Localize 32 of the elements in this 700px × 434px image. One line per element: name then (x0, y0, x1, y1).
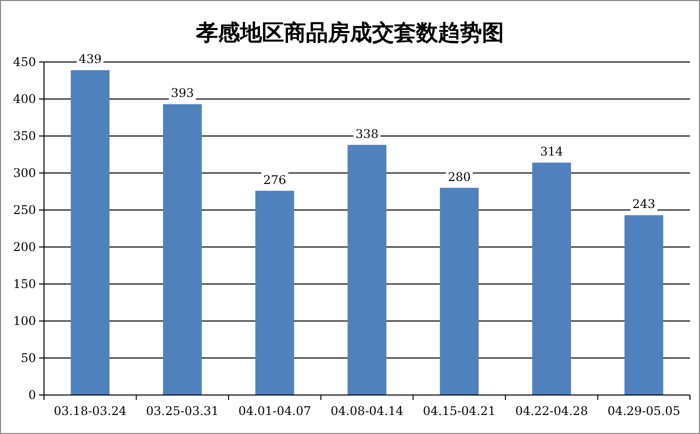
y-tick-label: 200 (13, 240, 36, 254)
x-tick-label: 03.18-03.24 (54, 404, 127, 418)
bar (440, 188, 479, 395)
data-label: 439 (78, 52, 102, 66)
bar (348, 144, 386, 395)
chart-title: 孝感地区商品房成交套数趋势图 (195, 20, 504, 46)
x-tick-label: 04.01-04.07 (238, 404, 312, 418)
data-label: 276 (263, 172, 286, 187)
x-tick-label: 04.08-04.14 (330, 404, 404, 418)
y-tick-label: 400 (13, 92, 36, 106)
x-tick-label: 04.29-05.05 (607, 404, 680, 418)
y-tick-label: 0 (28, 388, 36, 402)
bar (255, 190, 294, 395)
data-label: 393 (170, 86, 194, 100)
x-tick-label: 03.25-03.31 (146, 404, 219, 418)
x-tick-label: 04.22-04.28 (515, 404, 588, 418)
y-tick-label: 250 (13, 203, 36, 217)
y-tick-label: 450 (13, 55, 36, 69)
y-tick-label: 300 (13, 166, 36, 180)
y-tick-label: 350 (13, 129, 36, 143)
bar (70, 70, 110, 395)
x-tick-label: 04.15-04.21 (422, 404, 496, 418)
y-tick-label: 150 (13, 277, 36, 291)
data-label: 338 (356, 126, 378, 141)
bar (532, 162, 571, 395)
data-label: 280 (448, 170, 471, 184)
data-label: 243 (632, 197, 656, 212)
y-tick-label: 50 (20, 351, 36, 365)
bar (624, 215, 664, 395)
y-tick-label: 100 (13, 314, 36, 328)
bar (163, 104, 202, 395)
data-label: 314 (540, 144, 564, 159)
